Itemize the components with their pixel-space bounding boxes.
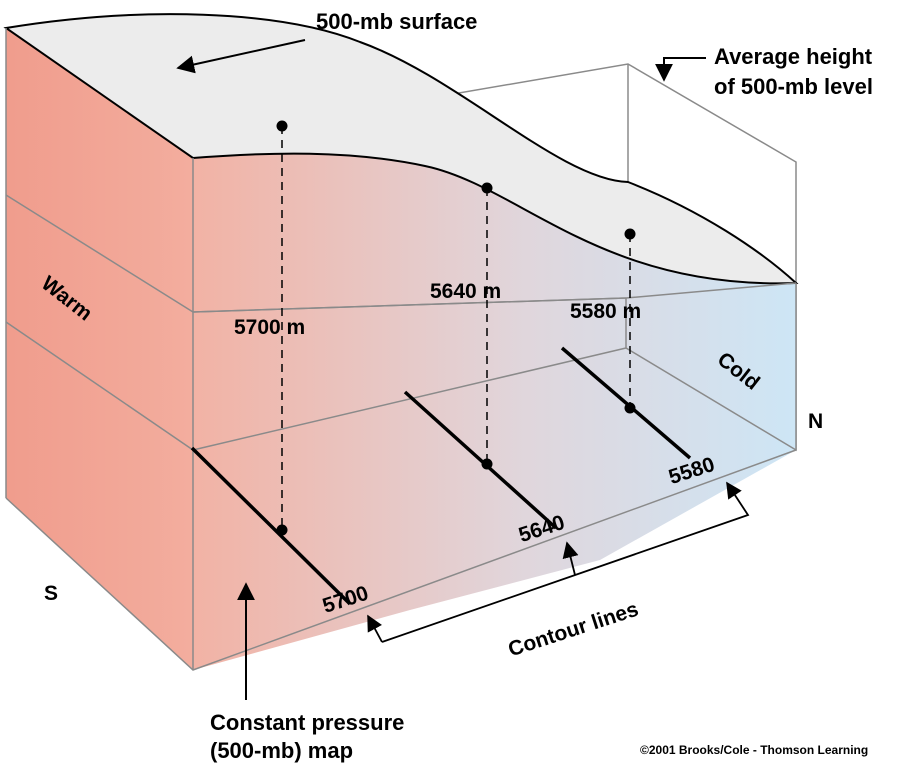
average-height-label-1: Average height xyxy=(714,44,873,69)
height-dashed-lines xyxy=(281,126,631,530)
surface-points xyxy=(276,120,636,240)
front-box-outline xyxy=(5,28,797,671)
contour-lines-bracket xyxy=(367,481,750,643)
credit-text: ©2001 Brooks/Cole - Thomson Learning xyxy=(640,743,868,757)
contour-lines xyxy=(190,346,692,606)
average-height-label-2: of 500-mb level xyxy=(714,74,873,99)
average-height-arrow xyxy=(655,57,706,82)
surface-title: 500-mb surface xyxy=(316,9,477,34)
contour-point-5580 xyxy=(624,402,636,414)
contour-point-5700 xyxy=(276,524,288,536)
surface-point-5700 xyxy=(276,120,288,132)
surface-point-5580 xyxy=(624,228,636,240)
contour-line-5580 xyxy=(560,346,692,460)
contour-line-5640 xyxy=(403,390,558,530)
contour-point-5640 xyxy=(481,458,493,470)
contour-points xyxy=(276,402,636,536)
north-label: N xyxy=(808,410,823,433)
height-label-5700: 5700 m xyxy=(234,316,305,339)
surface-label-arrow xyxy=(176,39,306,74)
contour-line-5700 xyxy=(190,446,352,606)
height-label-5640: 5640 m xyxy=(430,280,501,303)
map-label-2: (500-mb) map xyxy=(210,738,353,763)
side-face-warm xyxy=(6,28,193,670)
pressure-surface xyxy=(3,13,799,285)
contour-lines-label: Contour lines xyxy=(505,598,641,662)
front-face-gradient xyxy=(193,153,796,670)
surface-point-5640 xyxy=(481,182,493,194)
south-label: S xyxy=(44,582,58,605)
height-label-5580: 5580 m xyxy=(570,300,641,323)
map-label-1: Constant pressure xyxy=(210,710,404,735)
